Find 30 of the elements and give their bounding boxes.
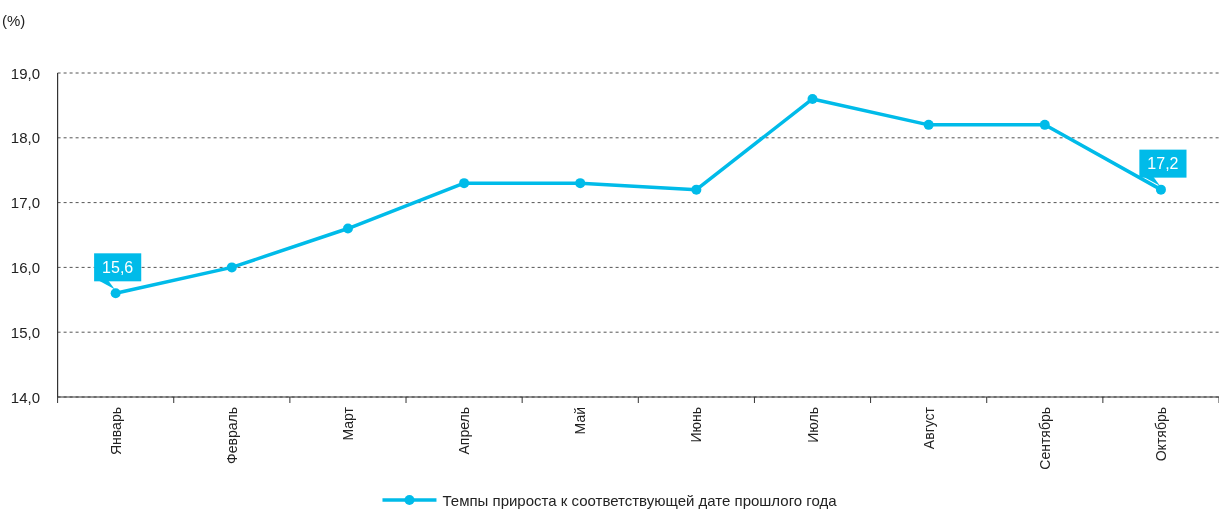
x-tick-label: Июль <box>804 407 821 443</box>
point <box>691 184 702 195</box>
point <box>575 178 586 189</box>
y-tick-label: 19,0 <box>10 64 40 82</box>
legend-label: Темпы прироста к соответствующей дате прошлого года <box>442 491 838 509</box>
y-tick-label: 16,0 <box>10 258 40 276</box>
x-tick-label: Февраль <box>223 407 240 464</box>
point <box>1039 119 1050 130</box>
y-tick-label: 14,0 <box>10 388 40 406</box>
x-tick-label: Июнь <box>688 407 705 443</box>
point <box>1155 184 1166 195</box>
x-tick-label: Май <box>572 407 589 435</box>
data-label: 15,6 <box>102 258 134 276</box>
x-tick-label: Апрель <box>456 407 473 455</box>
point <box>459 178 470 189</box>
x-tick-label: Март <box>339 406 356 441</box>
point <box>807 93 818 104</box>
y-axis-title: (%) <box>2 12 26 29</box>
point <box>923 119 934 130</box>
x-tick-label: Сентябрь <box>1036 407 1053 470</box>
y-tick-label: 15,0 <box>10 323 40 341</box>
data-label: 17,2 <box>1147 155 1179 173</box>
y-tick-label: 17,0 <box>10 194 40 212</box>
x-tick-label: Январь <box>107 407 124 455</box>
point <box>342 223 353 234</box>
point <box>110 288 121 299</box>
x-tick-label: Август <box>920 406 937 450</box>
x-tick-label: Октябрь <box>1152 407 1169 462</box>
point <box>226 262 237 273</box>
y-tick-label: 18,0 <box>10 129 40 147</box>
